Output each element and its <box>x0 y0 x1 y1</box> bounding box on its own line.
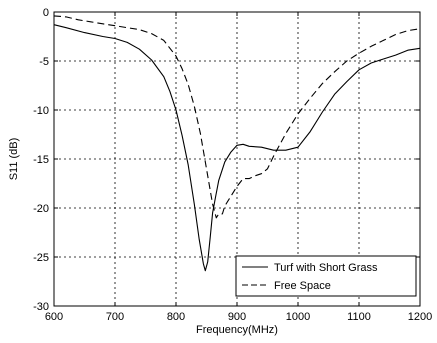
y-tick-label: 0 <box>43 7 49 19</box>
x-tick-label: 1200 <box>408 311 432 323</box>
y-tick-label: -20 <box>33 203 49 215</box>
x-tick-label: 900 <box>228 311 246 323</box>
series-group <box>53 15 421 272</box>
x-tick-label: 700 <box>106 311 124 323</box>
y-axis-label: S11 (dB) <box>8 138 20 181</box>
y-tick-label: -25 <box>33 252 49 264</box>
x-tick-label: 600 <box>45 311 63 323</box>
x-axis-ticks: 600 700 800 900 1000 1100 1200 <box>45 12 432 323</box>
legend: Turf with Short Grass Free Space <box>235 255 417 297</box>
legend-label-free-space: Free Space <box>274 280 331 292</box>
series-line-free-space <box>53 15 421 219</box>
x-tick-label: 800 <box>167 311 185 323</box>
x-axis-label: Frequency(MHz) <box>196 324 278 336</box>
y-tick-label: -5 <box>39 56 49 68</box>
legend-box <box>235 255 417 297</box>
legend-label-turf: Turf with Short Grass <box>274 262 378 274</box>
series-line-turf-with-short-grass <box>53 24 421 272</box>
y-tick-label: -15 <box>33 154 49 166</box>
y-tick-label: -10 <box>33 105 49 117</box>
y-axis-ticks: 0 -5 -10 -15 -20 -25 -30 <box>33 7 420 313</box>
x-tick-label: 1000 <box>286 311 310 323</box>
y-tick-label: -30 <box>33 301 49 313</box>
x-tick-label: 1100 <box>347 311 371 323</box>
